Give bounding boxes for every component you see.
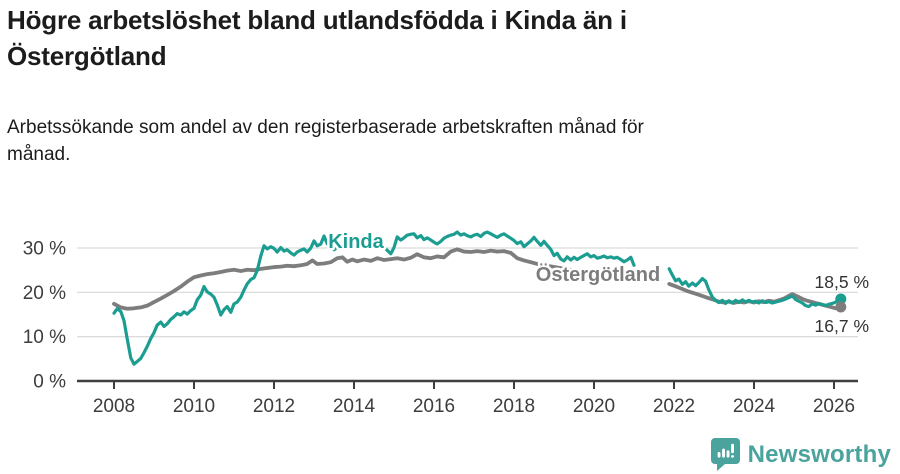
kinda-end-value-label: 18,5 %	[815, 272, 869, 292]
x-tick-label: 2010	[173, 396, 215, 417]
page-title: Högre arbetslöshet bland utlandsfödda i …	[7, 5, 627, 71]
ostergotland-end-dot	[835, 301, 847, 313]
x-tick-label: 2018	[493, 396, 535, 417]
x-tick-label: 2022	[653, 396, 695, 417]
kinda-line-segment	[112, 230, 636, 366]
x-tick-label: 2014	[333, 396, 376, 417]
ostergotland-end-value-label: 16,7 %	[815, 316, 869, 336]
x-tick-label: 2012	[253, 396, 295, 417]
kinda-series-label: Kinda	[328, 231, 384, 253]
ostergotland-line-segment	[112, 247, 636, 311]
newsworthy-logo[interactable]: Newsworthy	[710, 438, 891, 471]
newsworthy-logo-text: Newsworthy	[747, 440, 891, 468]
x-tick-label: 2008	[93, 396, 135, 417]
ostergotland-series-label: Östergötland	[536, 263, 660, 286]
y-tick-label: 10 %	[23, 327, 66, 348]
x-tick-label: 2020	[573, 396, 615, 417]
y-tick-label: 0 %	[33, 372, 66, 393]
kinda-end-dot	[835, 293, 847, 305]
bar-chart-speech-bubble-icon	[710, 438, 740, 471]
y-tick-label: 20 %	[23, 283, 66, 304]
x-tick-label: 2026	[813, 396, 855, 417]
y-tick-label: 30 %	[23, 239, 66, 260]
chart-subtitle: Arbetssökande som andel av den registerb…	[7, 117, 644, 165]
x-tick-label: 2016	[413, 396, 455, 417]
unemployment-line-chart: 2008 2010 2012 2014 2016 2018 2020 2022 2024 2026…	[23, 229, 869, 417]
kinda-line-segment	[667, 267, 843, 309]
x-tick-label: 2024	[733, 396, 776, 417]
